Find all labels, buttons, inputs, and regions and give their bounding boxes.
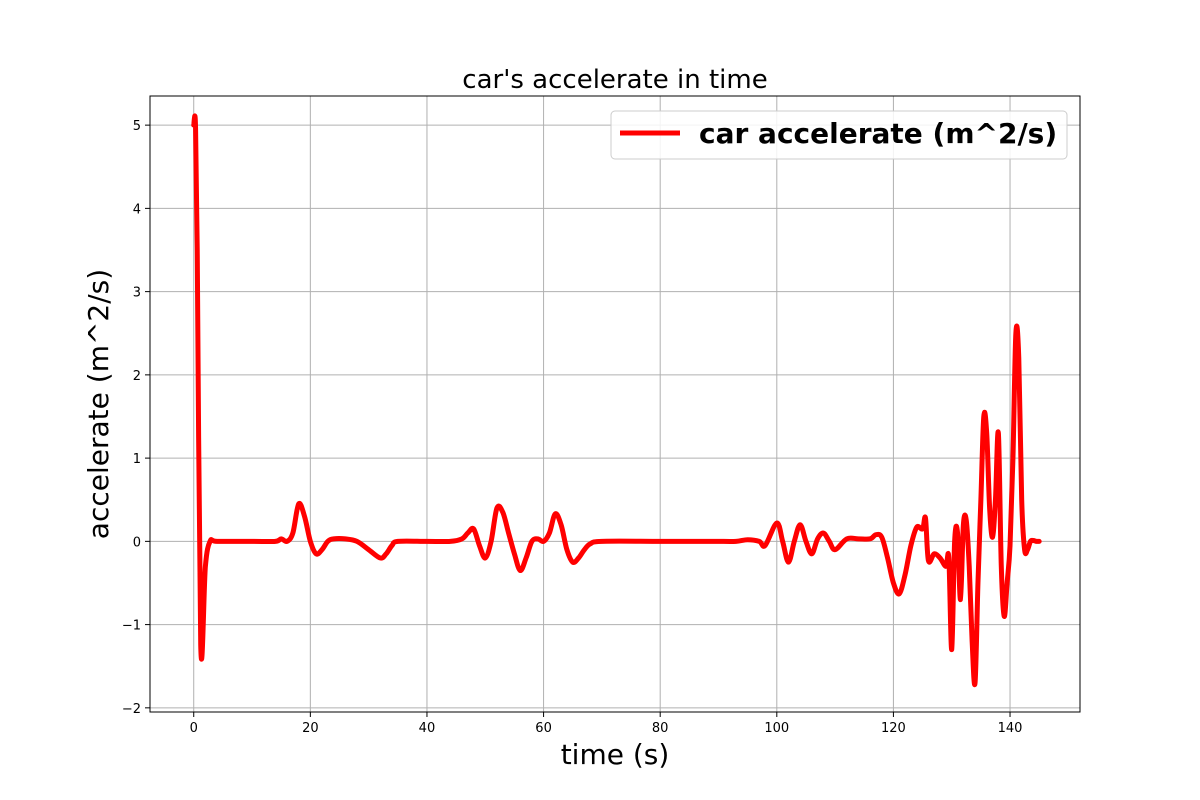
x-tick-label: 100 [764,721,789,736]
y-axis-label: accelerate (m^2/s) [82,269,115,539]
x-tick-label: 20 [302,721,319,736]
x-tick-label: 0 [190,721,198,736]
y-tick-label: 2 [133,369,141,384]
x-tick-label: 60 [535,721,552,736]
x-tick-label: 120 [881,721,906,736]
y-tick-label: 1 [133,452,141,467]
plot-frame [149,95,1081,713]
x-axis-label: time (s) [561,738,670,771]
y-tick-label: 3 [133,286,141,301]
legend-label: car accelerate (m^2/s) [699,117,1057,150]
series-layer [191,113,1042,688]
axis-ticks: 0 20 40 60 80 100 120 140 −2 −1 0 1 2 3 4 5 [122,119,1023,736]
legend-box [610,110,1068,160]
y-tick-label: −2 [122,702,141,717]
y-tick-label: 5 [133,119,141,134]
x-tick-label: 80 [652,721,669,736]
y-tick-label: −1 [122,619,141,634]
series-line-0 [191,113,1042,688]
legend: car accelerate (m^2/s) [610,110,1068,160]
x-tick-label: 140 [998,721,1023,736]
chart-title: car's accelerate in time [462,65,767,95]
x-tick-label: 40 [419,721,436,736]
y-tick-label: 0 [133,535,141,550]
y-tick-label: 4 [133,202,141,217]
